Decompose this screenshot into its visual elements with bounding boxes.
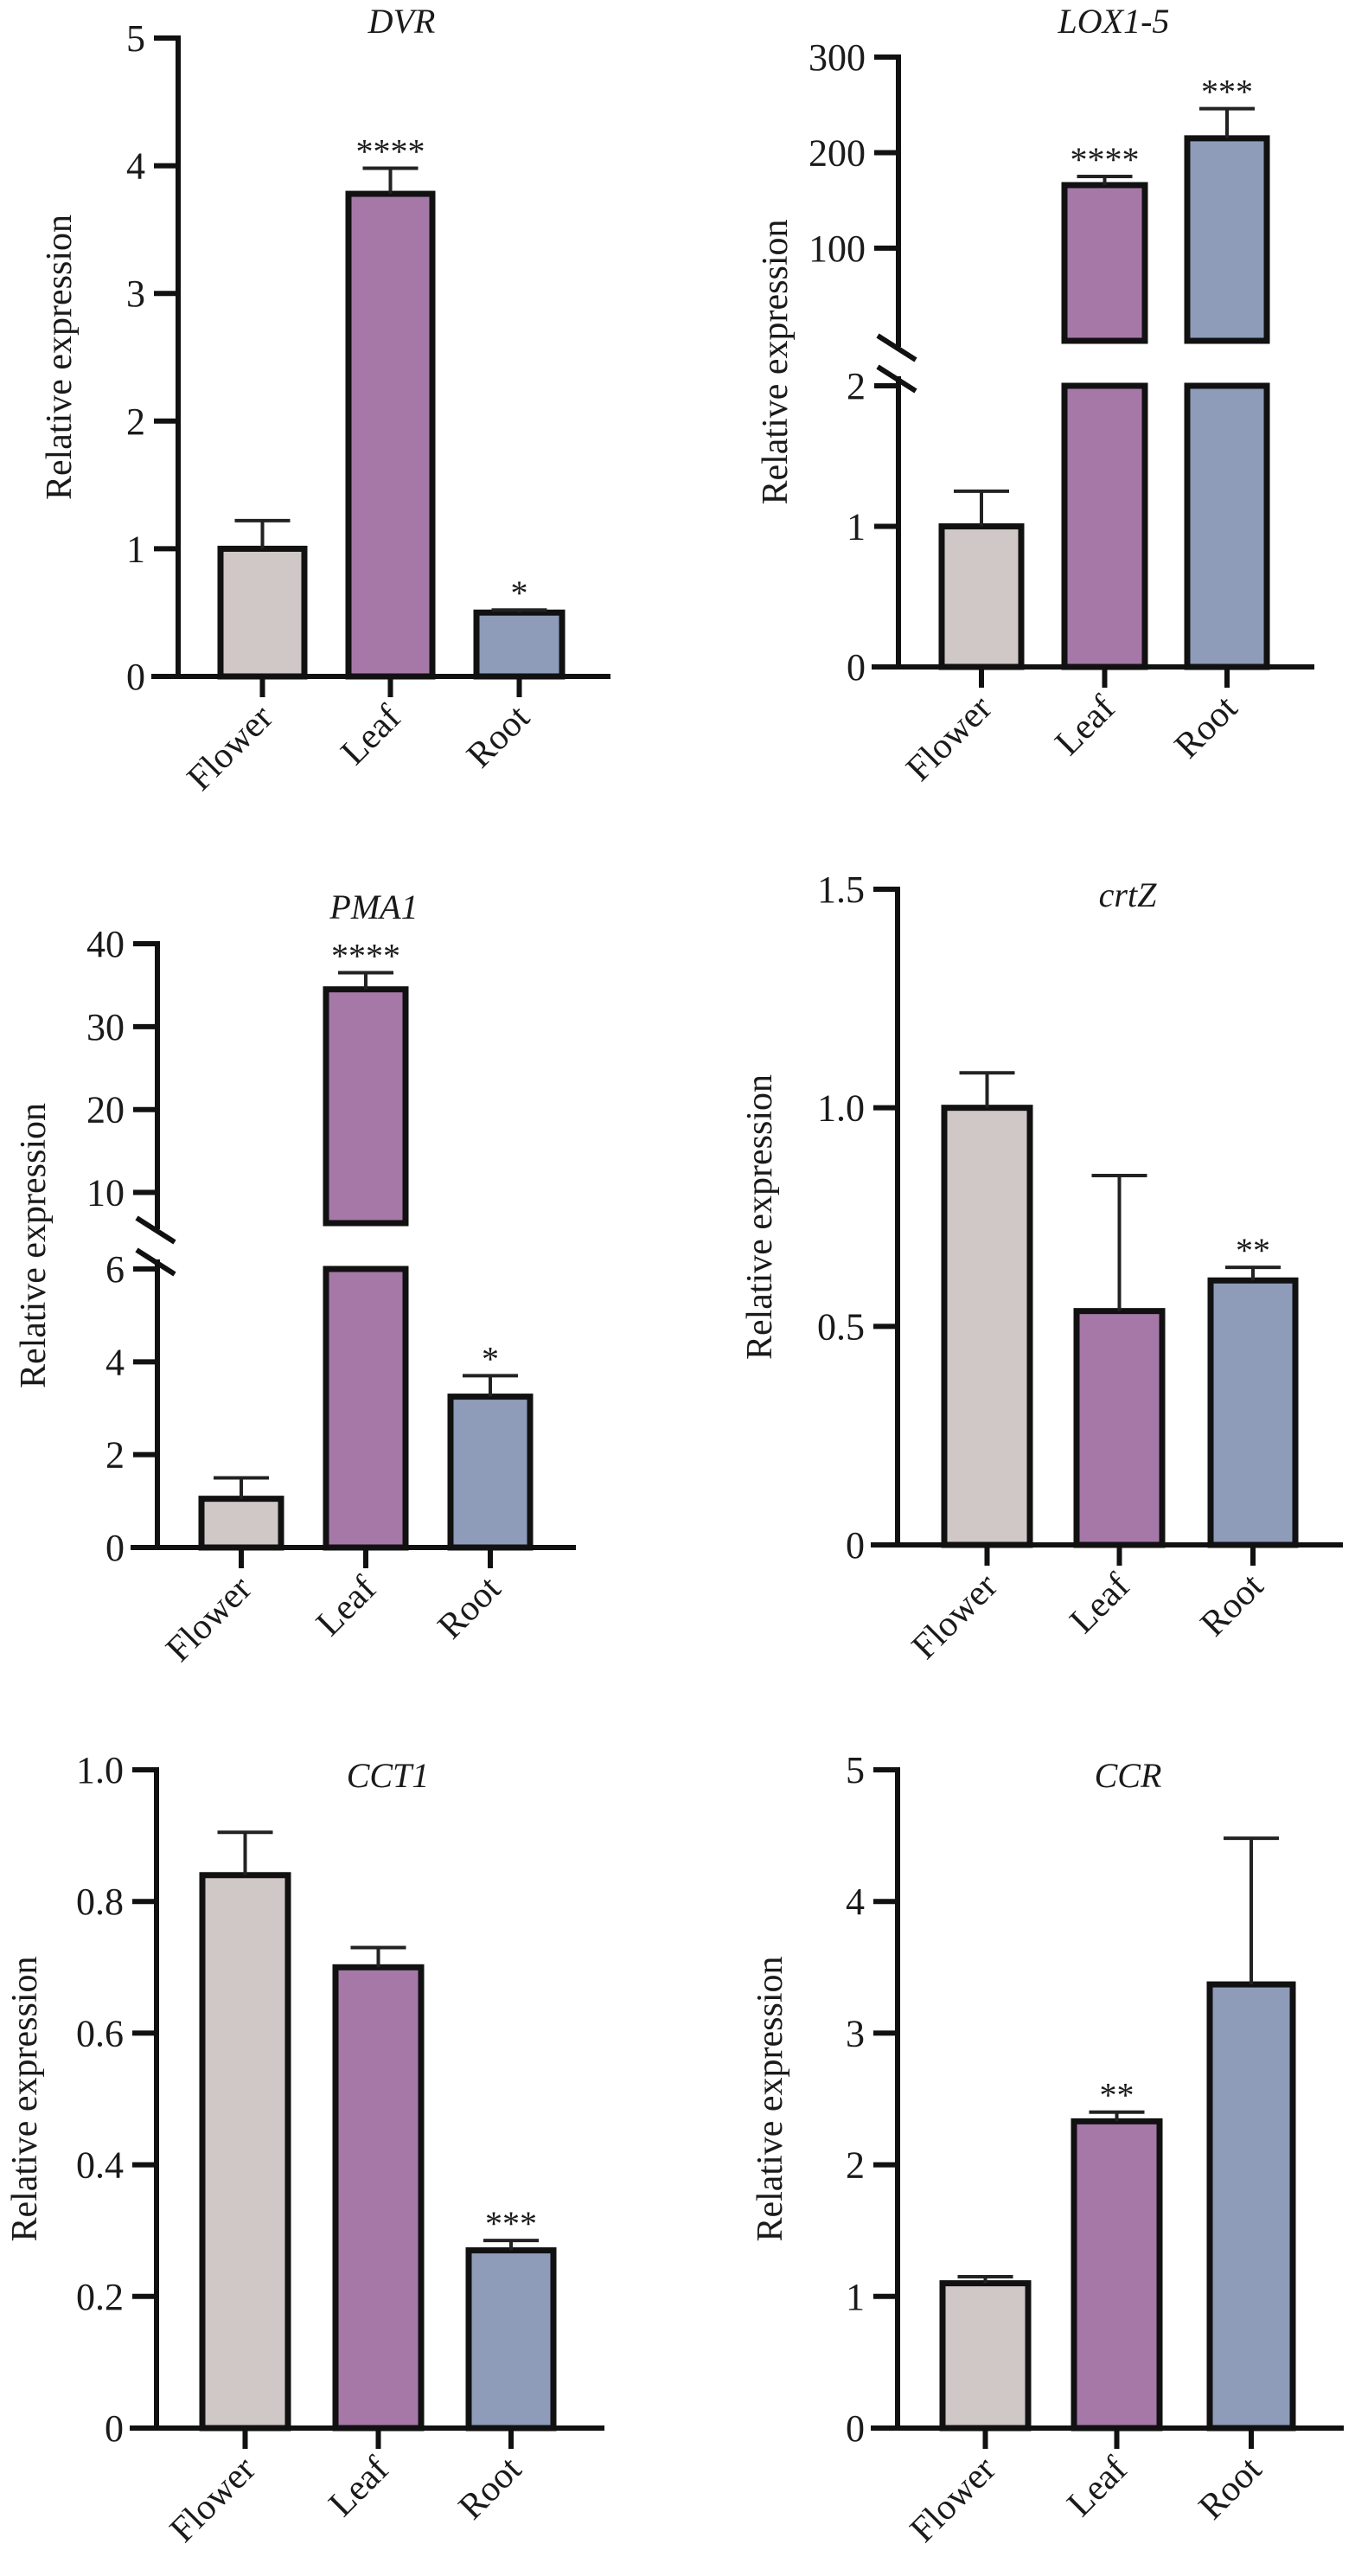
y-tick-label: 5 [846, 1749, 865, 1791]
y-tick-label: 20 [86, 1089, 125, 1131]
y-tick-label: 2 [126, 400, 145, 443]
bar-root [447, 1394, 534, 1551]
axis-break-mark [135, 1215, 176, 1245]
y-tick-label: 1.0 [76, 1749, 124, 1791]
y-tick-label: 2 [847, 365, 866, 407]
y-axis-label: Relative expression [40, 215, 80, 500]
bar-flower [941, 1105, 1033, 1548]
y-axis-label: Relative expression [14, 1103, 54, 1388]
bar-root-upper [1184, 135, 1270, 344]
y-tick-label: 1 [846, 2276, 865, 2318]
y-tick-label: 0.6 [76, 2012, 124, 2054]
y-tick-label: 10 [86, 1172, 125, 1214]
chart-title: CCT1 [347, 1756, 430, 1795]
y-axis-label: Relative expression [756, 219, 796, 504]
bar-flower [938, 523, 1025, 670]
y-tick-label: 0.8 [76, 1881, 124, 1923]
y-axis-label: Relative expression [751, 1956, 790, 2241]
bar-leaf-lower [323, 1266, 409, 1551]
y-tick-label: 5 [126, 17, 145, 60]
bar-root [1206, 1981, 1296, 2432]
y-tick-label: 4 [126, 145, 145, 188]
y-tick-label: 3 [846, 2012, 865, 2054]
chart-title: PMA1 [329, 888, 418, 926]
bar-leaf-upper [323, 986, 409, 1227]
significance-label: *** [1201, 73, 1253, 112]
y-tick-label: 2 [105, 1434, 125, 1477]
bar-flower [198, 1496, 284, 1551]
chart-title: DVR [368, 2, 436, 41]
bar-root [1207, 1277, 1299, 1548]
significance-label: **** [1071, 140, 1140, 179]
significance-label: * [511, 574, 528, 612]
bar-leaf [345, 190, 436, 680]
y-tick-label: 1.5 [817, 868, 865, 911]
bar-leaf [1073, 1308, 1166, 1548]
y-axis-label: Relative expression [740, 1074, 780, 1360]
y-tick-label: 6 [105, 1248, 125, 1291]
axis-break-mark [876, 364, 917, 394]
significance-label: ** [1100, 2076, 1134, 2115]
bar-leaf-lower [1061, 382, 1148, 670]
y-tick-label: 40 [86, 923, 125, 965]
bar-leaf-upper [1061, 182, 1148, 344]
axis-break-mark [135, 1247, 176, 1277]
y-tick-label: 0.4 [76, 2144, 124, 2187]
y-tick-label: 1 [847, 506, 866, 548]
y-tick-label: 0 [105, 2407, 124, 2450]
y-tick-label: 0 [105, 1527, 125, 1569]
axis-break-mark [876, 333, 917, 362]
y-tick-label: 200 [809, 131, 866, 174]
bar-leaf [332, 1964, 425, 2432]
bar-root-lower [1184, 382, 1270, 670]
bar-root [473, 609, 566, 680]
chart-title: LOX1-5 [1058, 2, 1170, 41]
bar-root [465, 2247, 557, 2432]
y-tick-label: 0 [847, 646, 866, 689]
chart-title: crtZ [1099, 875, 1157, 914]
y-tick-label: 4 [105, 1341, 125, 1383]
y-tick-label: 0 [846, 1524, 865, 1567]
y-tick-label: 30 [86, 1006, 125, 1048]
significance-label: **** [331, 937, 400, 976]
y-tick-label: 2 [846, 2144, 865, 2187]
y-tick-label: 300 [809, 36, 866, 79]
y-tick-label: 0.5 [817, 1305, 865, 1348]
chart-title: CCR [1095, 1756, 1162, 1795]
y-tick-label: 3 [126, 272, 145, 315]
significance-label: ** [1236, 1231, 1270, 1270]
y-axis-label: Relative expression [5, 1956, 45, 2241]
bar-flower [217, 545, 308, 680]
bar-leaf [1071, 2118, 1163, 2432]
y-tick-label: 4 [846, 1881, 865, 1923]
y-tick-label: 100 [809, 227, 866, 270]
y-tick-label: 1 [126, 528, 145, 570]
significance-label: **** [356, 132, 425, 171]
y-tick-label: 0 [126, 656, 145, 698]
significance-label: *** [485, 2204, 537, 2243]
y-tick-label: 0.2 [76, 2276, 124, 2318]
y-tick-label: 0 [846, 2407, 865, 2450]
bar-flower [199, 1872, 291, 2432]
bar-flower [939, 2280, 1032, 2432]
y-tick-label: 1.0 [817, 1087, 865, 1130]
significance-label: * [482, 1339, 499, 1378]
